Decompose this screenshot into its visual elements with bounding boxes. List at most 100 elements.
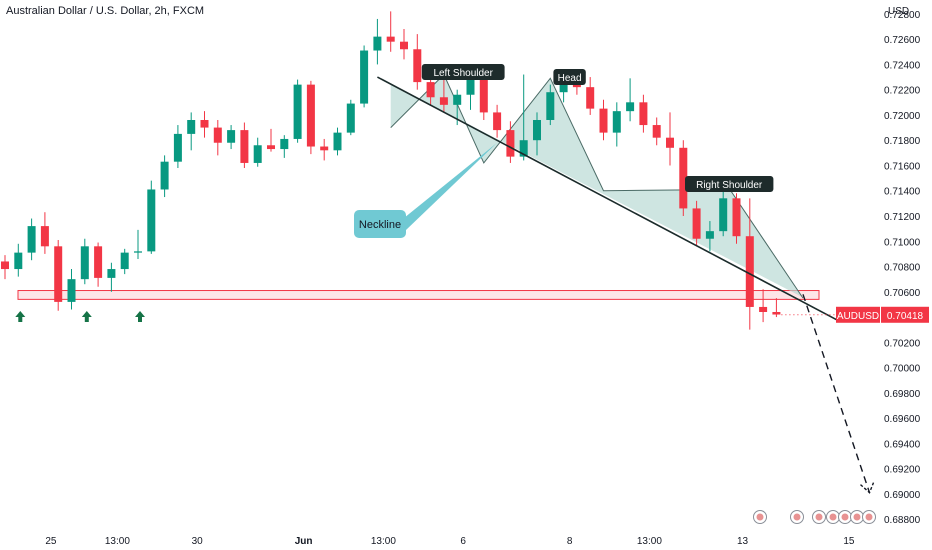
x-tick-label: 8	[567, 536, 573, 547]
annotation-label-box	[553, 69, 586, 85]
candle-body	[14, 252, 23, 270]
candle-body	[599, 108, 608, 133]
candle-body	[453, 94, 462, 105]
candle-body	[134, 251, 142, 253]
candle-body	[612, 111, 621, 133]
candle-body	[772, 312, 781, 315]
event-flag-dot	[841, 513, 849, 521]
annotation-label-box	[421, 64, 505, 80]
candle-body	[639, 102, 648, 126]
event-flag-dot	[829, 513, 837, 521]
event-flag-dot	[865, 513, 873, 521]
current-price-label: 0.70418	[887, 311, 924, 322]
projection-arrow	[802, 294, 871, 493]
candle-body	[253, 145, 262, 163]
candle-body	[280, 138, 289, 150]
annotation-label: Right Shoulder	[696, 180, 763, 191]
head-shoulders-fill	[390, 74, 803, 299]
annotation-label: Left Shoulder	[433, 68, 493, 79]
candle-body	[147, 189, 156, 252]
candle-body	[479, 79, 488, 113]
candle-body	[626, 102, 635, 112]
neckline-callout-pointer	[404, 142, 498, 230]
event-flag-dot	[793, 513, 801, 521]
candle-body	[227, 130, 236, 143]
candle-body	[40, 226, 49, 247]
candle-body	[586, 87, 595, 109]
candle-body	[173, 133, 182, 162]
symbol-tag	[836, 306, 880, 323]
x-tick-label: 30	[192, 536, 204, 547]
y-tick-label: 0.69400	[884, 439, 921, 450]
candle-body	[187, 120, 196, 134]
candle-body	[293, 84, 302, 139]
candle-body	[27, 226, 36, 253]
candle-body	[413, 49, 422, 83]
event-flag-dot	[815, 513, 823, 521]
candle-body	[346, 103, 355, 133]
support-arrow-icon	[15, 311, 26, 323]
candle-body	[320, 146, 329, 151]
candle-body	[1, 261, 9, 270]
annotation-label: Head	[558, 73, 582, 84]
neckline-label: Neckline	[359, 219, 401, 231]
x-tick-label: 13:00	[105, 536, 130, 547]
y-tick-label: 0.68800	[884, 515, 921, 526]
candle-body	[439, 97, 448, 105]
x-tick-label: 13	[737, 536, 749, 547]
neckline-line	[377, 76, 837, 321]
current-price-tag	[881, 306, 929, 323]
y-tick-label: 0.69200	[884, 465, 921, 476]
x-tick-label: 15	[843, 536, 855, 547]
candle-body	[519, 140, 528, 157]
candle-body	[466, 79, 475, 95]
candle-body	[745, 236, 754, 307]
candle-body	[67, 279, 76, 302]
candle-body	[732, 198, 741, 237]
candle-body	[54, 246, 63, 302]
x-tick-label: 25	[45, 536, 57, 547]
candle-body	[506, 130, 515, 157]
candle-body	[652, 125, 661, 138]
symbol-label: AUDUSD	[837, 311, 879, 322]
candle-body	[267, 145, 275, 150]
y-tick-label: 0.71000	[884, 237, 921, 248]
candle-body	[679, 147, 688, 209]
candle-body	[373, 36, 382, 51]
candle-body	[759, 306, 768, 312]
candle-body	[360, 50, 369, 104]
candle-body	[160, 161, 169, 190]
y-tick-label: 0.69800	[884, 389, 921, 400]
y-tick-label: 0.70000	[884, 364, 921, 375]
candle-body	[426, 82, 435, 98]
y-tick-label: 0.72800	[884, 10, 921, 21]
candle-body	[705, 231, 714, 239]
neckline-callout	[354, 210, 406, 238]
y-tick-label: 0.72000	[884, 111, 921, 122]
y-tick-label: 0.70800	[884, 263, 921, 274]
candle-body	[386, 36, 395, 42]
chart-title: Australian Dollar / U.S. Dollar, 2h, FXC…	[6, 5, 205, 17]
y-tick-label: 0.71400	[884, 187, 921, 198]
candle-body	[533, 120, 541, 141]
y-tick-label: 0.71200	[884, 212, 921, 223]
candle-body	[80, 246, 89, 280]
candle-body	[333, 132, 342, 151]
x-tick-label: Jun	[295, 536, 313, 547]
candle-body	[200, 120, 209, 128]
support-arrow-icon	[135, 311, 145, 323]
candle-body	[213, 127, 222, 143]
candle-body	[719, 198, 728, 232]
y-axis-unit: USD	[888, 6, 909, 17]
y-tick-label: 0.71600	[884, 161, 921, 172]
candle-body	[240, 130, 249, 163]
annotation-label-box	[685, 176, 774, 192]
x-tick-label: 13:00	[637, 536, 662, 547]
support-arrow-icon	[81, 311, 92, 323]
candle-body	[546, 92, 555, 120]
event-flag-dot	[756, 513, 764, 521]
candle-body	[666, 137, 674, 148]
projection-arrowhead	[860, 482, 875, 494]
y-tick-label: 0.69000	[884, 490, 921, 501]
